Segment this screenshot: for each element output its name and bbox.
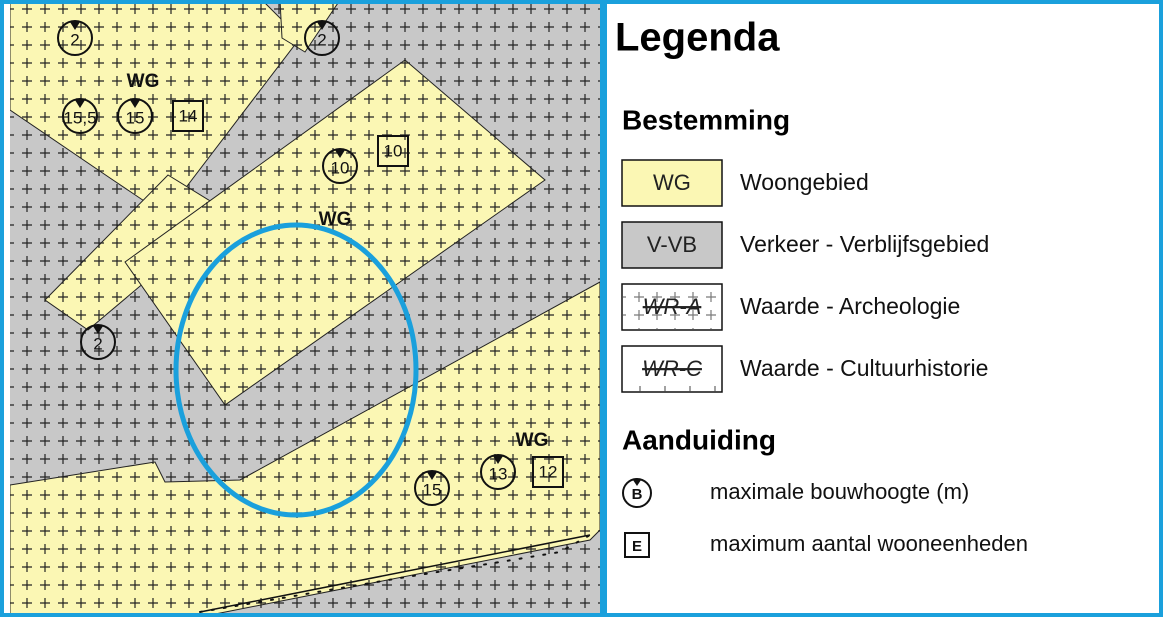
legend-symbol: [624, 532, 650, 558]
units-label: 10: [384, 141, 403, 160]
boundary: [199, 534, 591, 613]
legend-swatch: [621, 221, 723, 269]
highlight-ellipse: [173, 222, 419, 518]
legend-label: Verkeer - Verblijfsgebied: [740, 231, 989, 257]
height-marker: [414, 470, 450, 506]
height-pointer: [75, 100, 85, 108]
units-label: 14: [179, 106, 198, 125]
height-label: 15,5: [63, 108, 96, 127]
legend-code: WR-A: [643, 294, 702, 319]
legend-code: WG: [653, 170, 691, 195]
swatch-dashes: [639, 386, 716, 392]
legend-label: maximum aantal wooneenheden: [710, 531, 1028, 556]
height-pointer: [317, 22, 327, 30]
units-label: 12: [539, 462, 558, 481]
legend-code: WR-C: [642, 356, 702, 381]
units-marker: [377, 135, 409, 167]
height-label: 15: [126, 108, 145, 127]
units-marker: [172, 100, 204, 132]
height-label: 15: [423, 480, 442, 499]
height-marker: [117, 98, 153, 134]
height-pointer: [93, 326, 103, 334]
legend-label: Woongebied: [740, 169, 869, 195]
legend-label: maximale bouwhoogte (m): [710, 479, 969, 504]
zone-label: WG: [319, 209, 352, 230]
legend-swatch: [621, 159, 723, 207]
height-label: 13: [489, 464, 508, 483]
section-title: Aanduiding: [622, 424, 776, 455]
units-marker: [532, 456, 564, 488]
height-label: 10: [331, 158, 350, 177]
legend-label: Waarde - Cultuurhistorie: [740, 355, 988, 381]
height-marker: [62, 98, 98, 134]
height-marker: [57, 20, 93, 56]
legend-swatch: [621, 345, 723, 393]
height-marker: [480, 454, 516, 490]
height-pointer: [493, 456, 503, 464]
legend-title: Legenda: [615, 16, 780, 60]
height-pointer: [335, 150, 345, 158]
legend-label: Waarde - Archeologie: [740, 293, 960, 319]
legend-symbol: [622, 478, 652, 508]
legend-symbol-text: B: [632, 486, 643, 503]
height-pointer: [427, 472, 437, 480]
swatch-hatch: [623, 285, 721, 329]
zone-label: WG: [516, 430, 549, 451]
height-marker: [80, 324, 116, 360]
height-marker: [322, 148, 358, 184]
legend-symbol-text: E: [632, 538, 642, 555]
legend-code: V-VB: [647, 232, 697, 257]
height-label: 2: [70, 30, 79, 49]
height-marker: [304, 20, 340, 56]
height-pointer: [70, 22, 80, 30]
legend-pointer: [633, 480, 641, 486]
height-pointer: [130, 100, 140, 108]
map: 2 2 WG 15,5 15 14 10 10 WG 2 WG 15 13 12: [10, 2, 600, 614]
boundary-line: [199, 534, 591, 613]
cross-hatch: [10, 2, 600, 614]
map-frame: [0, 0, 604, 617]
map-labels: 2 2 WG 15,5 15 14 10 10 WG 2 WG 15 13 12: [57, 20, 564, 506]
section-title: Bestemming: [622, 104, 790, 135]
height-label: 2: [93, 334, 102, 353]
zone-label: WG: [127, 71, 160, 92]
legend: WG Woongebied V-VB Verkeer - Verblijfsgebie…: [621, 159, 1028, 558]
height-label: 2: [317, 30, 326, 49]
legend-frame: [603, 0, 1163, 617]
